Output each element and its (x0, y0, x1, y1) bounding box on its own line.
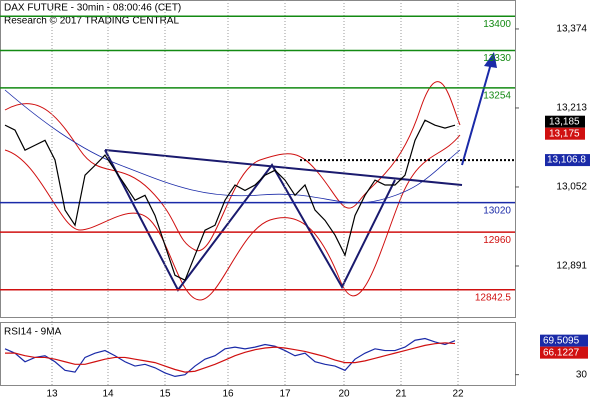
level-label: 13330 (483, 53, 511, 64)
lower-band (4, 134, 461, 301)
level-label: 12842.5 (475, 292, 512, 303)
rsi-box (540, 346, 588, 359)
price-label: 13,185 (549, 116, 580, 127)
moving-average (4, 89, 461, 204)
rsi-box (540, 334, 588, 347)
y-tick-label: 13,052 (556, 182, 587, 193)
x-tick-label: 14 (102, 389, 114, 400)
x-tick-label: 20 (338, 389, 350, 400)
price-label: 13,175 (549, 128, 580, 139)
x-tick-label: 13 (46, 389, 58, 400)
level-label: 13400 (483, 19, 511, 30)
price-line (4, 119, 456, 282)
pivot-box (545, 154, 590, 167)
arrow-head (484, 52, 497, 68)
projection-arrow (461, 59, 493, 166)
price-box (545, 115, 585, 128)
pattern-lines (104, 149, 463, 292)
rsi-label: 69.5095 (543, 335, 580, 346)
price-panel (0, 0, 516, 318)
x-tick-label: 22 (452, 389, 464, 400)
y-tick-label: 13,213 (556, 103, 587, 114)
chart-subtitle: Research © 2017 TRADING CENTRAL (4, 16, 179, 27)
price-line (5, 342, 456, 373)
x-tick-label: 15 (159, 389, 171, 400)
level-label: 13254 (483, 90, 511, 101)
y-tick-label: 30 (576, 369, 588, 380)
price-box (545, 127, 585, 140)
x-tick-label: 17 (279, 389, 291, 400)
x-tick-label: 16 (222, 389, 234, 400)
rsi-panel (0, 322, 516, 386)
trendline (104, 149, 463, 186)
y-tick-label: 13,374 (556, 24, 587, 35)
level-label: 12960 (483, 235, 511, 246)
level-label: 13020 (483, 205, 511, 216)
rsi-title: RSI14 - 9MA (4, 327, 62, 338)
pivot-label: 13,106.8 (547, 155, 586, 166)
x-tick-label: 21 (395, 389, 407, 400)
y-tick-label: 12,891 (556, 261, 587, 272)
chart-title: DAX FUTURE - 30min - 08:00:46 (CET) (4, 3, 181, 14)
w-pattern (104, 149, 396, 292)
rsi-label: 66.1227 (543, 347, 580, 358)
